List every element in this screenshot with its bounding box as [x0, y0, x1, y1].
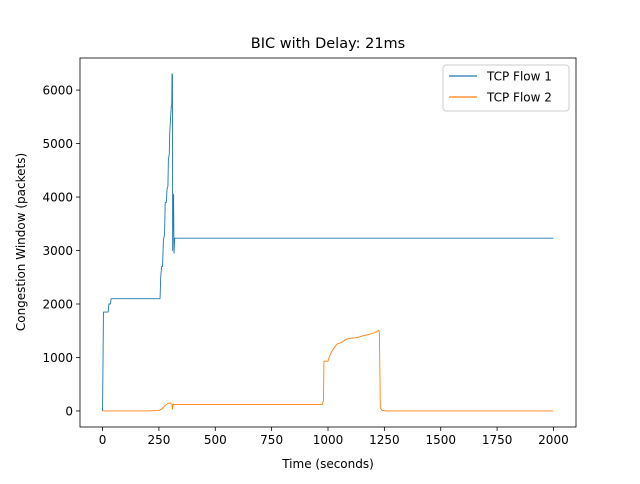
y-tick-label: 4000	[42, 190, 73, 204]
y-tick-label: 5000	[42, 137, 73, 151]
series-line-2	[102, 329, 554, 412]
x-tick-label: 1500	[425, 433, 456, 447]
x-tick-label: 2000	[538, 433, 569, 447]
y-axis: 0 1000 2000 3000 4000 5000 6000	[42, 83, 80, 418]
series-line-1	[102, 73, 554, 411]
x-axis-label: Time (seconds)	[281, 457, 374, 471]
x-tick-label: 1000	[313, 433, 344, 447]
x-tick-label: 0	[99, 433, 107, 447]
chart-title: BIC with Delay: 21ms	[251, 36, 405, 52]
y-tick-label: 2000	[42, 297, 73, 311]
x-tick-label: 1750	[482, 433, 513, 447]
legend-label-1: TCP Flow 1	[486, 69, 552, 83]
legend-label-2: TCP Flow 2	[486, 90, 552, 104]
y-tick-label: 0	[65, 404, 73, 418]
x-tick-label: 1250	[369, 433, 400, 447]
y-tick-label: 1000	[42, 351, 73, 365]
y-tick-label: 6000	[42, 83, 73, 97]
legend: TCP Flow 1 TCP Flow 2	[442, 64, 570, 112]
x-tick-label: 250	[147, 433, 170, 447]
series-layer	[102, 73, 554, 412]
y-axis-label: Congestion Window (packets)	[14, 153, 28, 331]
plot-area	[80, 58, 576, 427]
x-tick-label: 500	[204, 433, 227, 447]
x-tick-label: 750	[260, 433, 283, 447]
x-axis: 0 250 500 750 1000 1250 1500 1750 2000	[99, 427, 569, 447]
y-tick-label: 3000	[42, 244, 73, 258]
